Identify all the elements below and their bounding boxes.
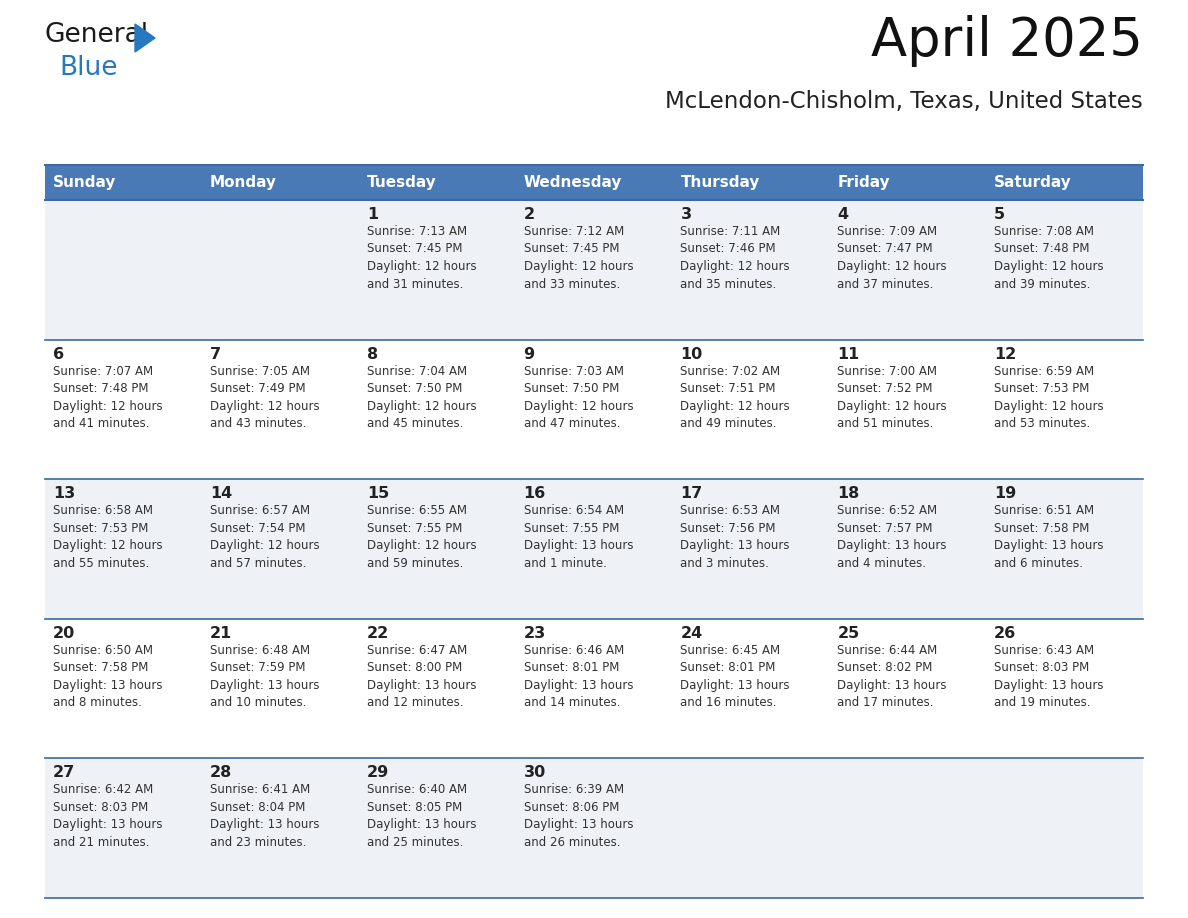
Text: Sunrise: 6:45 AM
Sunset: 8:01 PM
Daylight: 13 hours
and 16 minutes.: Sunrise: 6:45 AM Sunset: 8:01 PM Dayligh… (681, 644, 790, 710)
Bar (45, 200, 1143, 340)
Text: 12: 12 (994, 347, 1017, 362)
Text: Sunrise: 6:55 AM
Sunset: 7:55 PM
Daylight: 12 hours
and 59 minutes.: Sunrise: 6:55 AM Sunset: 7:55 PM Dayligh… (367, 504, 476, 570)
Bar (45, 619, 1143, 758)
Text: Thursday: Thursday (681, 175, 760, 190)
Text: Sunrise: 6:40 AM
Sunset: 8:05 PM
Daylight: 13 hours
and 25 minutes.: Sunrise: 6:40 AM Sunset: 8:05 PM Dayligh… (367, 783, 476, 849)
Text: Sunrise: 6:58 AM
Sunset: 7:53 PM
Daylight: 12 hours
and 55 minutes.: Sunrise: 6:58 AM Sunset: 7:53 PM Dayligh… (53, 504, 163, 570)
Text: 24: 24 (681, 626, 702, 641)
Text: Sunrise: 7:12 AM
Sunset: 7:45 PM
Daylight: 12 hours
and 33 minutes.: Sunrise: 7:12 AM Sunset: 7:45 PM Dayligh… (524, 225, 633, 290)
Text: General: General (45, 22, 150, 48)
Text: Sunrise: 6:57 AM
Sunset: 7:54 PM
Daylight: 12 hours
and 57 minutes.: Sunrise: 6:57 AM Sunset: 7:54 PM Dayligh… (210, 504, 320, 570)
Bar (202, 165, 359, 200)
Text: 4: 4 (838, 207, 848, 222)
Text: 23: 23 (524, 626, 545, 641)
Text: Sunrise: 6:59 AM
Sunset: 7:53 PM
Daylight: 12 hours
and 53 minutes.: Sunrise: 6:59 AM Sunset: 7:53 PM Dayligh… (994, 364, 1104, 431)
Text: Sunrise: 7:04 AM
Sunset: 7:50 PM
Daylight: 12 hours
and 45 minutes.: Sunrise: 7:04 AM Sunset: 7:50 PM Dayligh… (367, 364, 476, 431)
Bar (829, 165, 986, 200)
Text: 30: 30 (524, 766, 545, 780)
Text: Sunrise: 7:09 AM
Sunset: 7:47 PM
Daylight: 12 hours
and 37 minutes.: Sunrise: 7:09 AM Sunset: 7:47 PM Dayligh… (838, 225, 947, 290)
Text: Sunrise: 7:13 AM
Sunset: 7:45 PM
Daylight: 12 hours
and 31 minutes.: Sunrise: 7:13 AM Sunset: 7:45 PM Dayligh… (367, 225, 476, 290)
Bar (45, 340, 1143, 479)
Text: Sunrise: 6:51 AM
Sunset: 7:58 PM
Daylight: 13 hours
and 6 minutes.: Sunrise: 6:51 AM Sunset: 7:58 PM Dayligh… (994, 504, 1104, 570)
Text: Sunrise: 7:02 AM
Sunset: 7:51 PM
Daylight: 12 hours
and 49 minutes.: Sunrise: 7:02 AM Sunset: 7:51 PM Dayligh… (681, 364, 790, 431)
Text: Sunrise: 6:42 AM
Sunset: 8:03 PM
Daylight: 13 hours
and 21 minutes.: Sunrise: 6:42 AM Sunset: 8:03 PM Dayligh… (53, 783, 163, 849)
Text: Wednesday: Wednesday (524, 175, 623, 190)
Text: Sunrise: 6:53 AM
Sunset: 7:56 PM
Daylight: 13 hours
and 3 minutes.: Sunrise: 6:53 AM Sunset: 7:56 PM Dayligh… (681, 504, 790, 570)
Text: Saturday: Saturday (994, 175, 1072, 190)
Text: Sunrise: 6:39 AM
Sunset: 8:06 PM
Daylight: 13 hours
and 26 minutes.: Sunrise: 6:39 AM Sunset: 8:06 PM Dayligh… (524, 783, 633, 849)
Text: Sunrise: 7:05 AM
Sunset: 7:49 PM
Daylight: 12 hours
and 43 minutes.: Sunrise: 7:05 AM Sunset: 7:49 PM Dayligh… (210, 364, 320, 431)
Text: McLendon-Chisholm, Texas, United States: McLendon-Chisholm, Texas, United States (665, 90, 1143, 113)
Bar (986, 165, 1143, 200)
Text: 8: 8 (367, 347, 378, 362)
Bar (672, 165, 829, 200)
Text: 9: 9 (524, 347, 535, 362)
Text: 18: 18 (838, 487, 860, 501)
Text: 15: 15 (367, 487, 388, 501)
Text: Sunrise: 7:00 AM
Sunset: 7:52 PM
Daylight: 12 hours
and 51 minutes.: Sunrise: 7:00 AM Sunset: 7:52 PM Dayligh… (838, 364, 947, 431)
Text: 5: 5 (994, 207, 1005, 222)
Bar (359, 165, 516, 200)
Text: 13: 13 (53, 487, 75, 501)
Text: Monday: Monday (210, 175, 277, 190)
Text: Sunday: Sunday (53, 175, 116, 190)
Text: Blue: Blue (59, 55, 118, 81)
Text: 22: 22 (367, 626, 388, 641)
Text: 19: 19 (994, 487, 1017, 501)
Text: Sunrise: 6:52 AM
Sunset: 7:57 PM
Daylight: 13 hours
and 4 minutes.: Sunrise: 6:52 AM Sunset: 7:57 PM Dayligh… (838, 504, 947, 570)
Text: Sunrise: 6:48 AM
Sunset: 7:59 PM
Daylight: 13 hours
and 10 minutes.: Sunrise: 6:48 AM Sunset: 7:59 PM Dayligh… (210, 644, 320, 710)
Text: 14: 14 (210, 487, 232, 501)
Text: 20: 20 (53, 626, 75, 641)
Text: Sunrise: 6:47 AM
Sunset: 8:00 PM
Daylight: 13 hours
and 12 minutes.: Sunrise: 6:47 AM Sunset: 8:00 PM Dayligh… (367, 644, 476, 710)
Bar (516, 165, 672, 200)
Text: Sunrise: 7:07 AM
Sunset: 7:48 PM
Daylight: 12 hours
and 41 minutes.: Sunrise: 7:07 AM Sunset: 7:48 PM Dayligh… (53, 364, 163, 431)
Bar (45, 479, 1143, 619)
Text: 3: 3 (681, 207, 691, 222)
Text: Sunrise: 6:43 AM
Sunset: 8:03 PM
Daylight: 13 hours
and 19 minutes.: Sunrise: 6:43 AM Sunset: 8:03 PM Dayligh… (994, 644, 1104, 710)
Bar (45, 165, 202, 200)
Text: 28: 28 (210, 766, 232, 780)
Text: 1: 1 (367, 207, 378, 222)
Text: Tuesday: Tuesday (367, 175, 436, 190)
Text: Sunrise: 6:50 AM
Sunset: 7:58 PM
Daylight: 13 hours
and 8 minutes.: Sunrise: 6:50 AM Sunset: 7:58 PM Dayligh… (53, 644, 163, 710)
Text: Sunrise: 7:03 AM
Sunset: 7:50 PM
Daylight: 12 hours
and 47 minutes.: Sunrise: 7:03 AM Sunset: 7:50 PM Dayligh… (524, 364, 633, 431)
Text: 2: 2 (524, 207, 535, 222)
Polygon shape (135, 24, 154, 52)
Text: Friday: Friday (838, 175, 890, 190)
Text: Sunrise: 6:44 AM
Sunset: 8:02 PM
Daylight: 13 hours
and 17 minutes.: Sunrise: 6:44 AM Sunset: 8:02 PM Dayligh… (838, 644, 947, 710)
Bar (45, 758, 1143, 898)
Text: 11: 11 (838, 347, 860, 362)
Text: Sunrise: 6:41 AM
Sunset: 8:04 PM
Daylight: 13 hours
and 23 minutes.: Sunrise: 6:41 AM Sunset: 8:04 PM Dayligh… (210, 783, 320, 849)
Text: 21: 21 (210, 626, 232, 641)
Text: 17: 17 (681, 487, 702, 501)
Text: 25: 25 (838, 626, 860, 641)
Text: Sunrise: 7:11 AM
Sunset: 7:46 PM
Daylight: 12 hours
and 35 minutes.: Sunrise: 7:11 AM Sunset: 7:46 PM Dayligh… (681, 225, 790, 290)
Text: 29: 29 (367, 766, 388, 780)
Text: 27: 27 (53, 766, 75, 780)
Text: Sunrise: 6:46 AM
Sunset: 8:01 PM
Daylight: 13 hours
and 14 minutes.: Sunrise: 6:46 AM Sunset: 8:01 PM Dayligh… (524, 644, 633, 710)
Text: 6: 6 (53, 347, 64, 362)
Text: Sunrise: 6:54 AM
Sunset: 7:55 PM
Daylight: 13 hours
and 1 minute.: Sunrise: 6:54 AM Sunset: 7:55 PM Dayligh… (524, 504, 633, 570)
Text: 16: 16 (524, 487, 545, 501)
Text: 10: 10 (681, 347, 702, 362)
Text: 26: 26 (994, 626, 1017, 641)
Text: April 2025: April 2025 (871, 15, 1143, 67)
Text: Sunrise: 7:08 AM
Sunset: 7:48 PM
Daylight: 12 hours
and 39 minutes.: Sunrise: 7:08 AM Sunset: 7:48 PM Dayligh… (994, 225, 1104, 290)
Text: 7: 7 (210, 347, 221, 362)
